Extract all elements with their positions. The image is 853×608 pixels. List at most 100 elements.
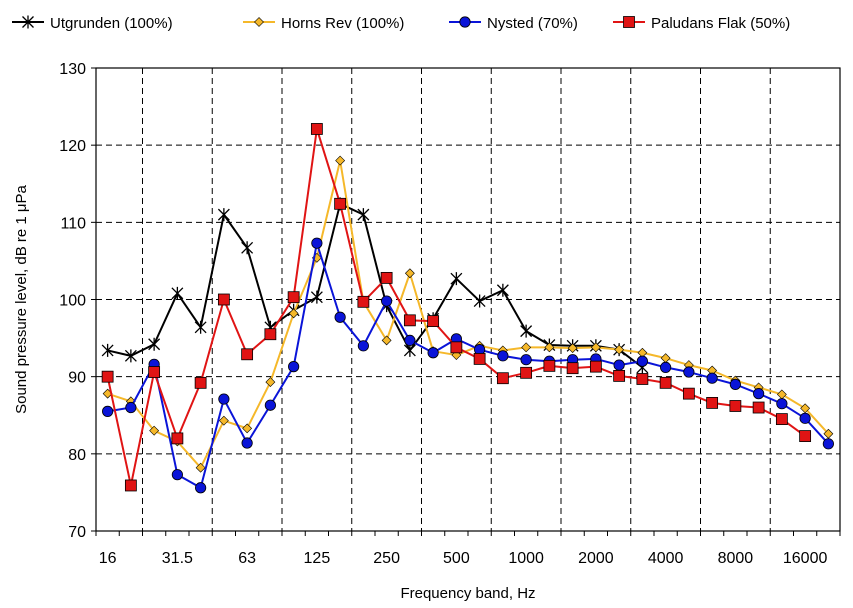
data-point [194, 376, 207, 389]
data-point [171, 469, 183, 481]
data-point [102, 405, 114, 417]
data-point [217, 293, 230, 306]
data-point [149, 425, 160, 436]
data-point [521, 342, 532, 353]
series-layer [101, 123, 834, 494]
y-tick-label: 120 [59, 138, 86, 155]
data-point [404, 334, 416, 346]
data-point [729, 400, 742, 412]
data-point [124, 479, 137, 492]
data-point [218, 415, 229, 426]
data-point [544, 342, 555, 353]
data-point [403, 343, 416, 357]
x-tick-label: 250 [373, 550, 400, 567]
data-point [776, 398, 788, 410]
data-point [241, 437, 253, 449]
data-point [799, 412, 811, 424]
data-point [660, 361, 672, 374]
data-point [265, 377, 276, 387]
data-point [194, 320, 207, 334]
data-point [357, 208, 370, 222]
data-point [334, 197, 347, 210]
data-point [799, 430, 812, 442]
y-axis-label: Sound pressure level, dB re 1 μPa [13, 184, 30, 413]
x-tick-label: 1000 [508, 550, 544, 567]
series-3 [102, 237, 834, 494]
legend-marker [459, 16, 471, 28]
data-point [403, 314, 416, 327]
data-point [101, 343, 114, 357]
x-tick-label: 16 [99, 550, 117, 567]
x-tick-label: 125 [304, 550, 331, 567]
y-tick-label: 100 [59, 293, 86, 310]
data-point [636, 373, 649, 385]
x-tick-label: 16000 [783, 550, 828, 567]
data-point [752, 401, 765, 414]
data-point [310, 290, 323, 304]
data-point [381, 335, 392, 346]
x-tick-label: 63 [238, 550, 256, 567]
legend-marker [623, 16, 635, 28]
data-point [427, 347, 439, 359]
x-axis: 16 31.5 63 125 250 500 1000 2000 4000 8000 16000 [95, 531, 841, 567]
legend-item: Utgrunden (100%) [12, 15, 173, 32]
data-point [148, 366, 161, 378]
data-point [241, 348, 254, 361]
data-point [264, 328, 277, 341]
data-point [218, 393, 230, 405]
data-point [171, 286, 184, 300]
data-point [614, 344, 625, 355]
data-point [195, 482, 207, 494]
legend: Utgrunden (100%) Horns Rev (100%) Nysted (… [12, 15, 790, 32]
data-point [287, 291, 300, 304]
legend-item: Paludans Flak (50%) [613, 15, 790, 32]
x-tick-label: 4000 [648, 550, 684, 567]
data-point [195, 462, 206, 473]
legend-marker [254, 17, 264, 27]
data-point [567, 343, 578, 354]
data-point [473, 353, 486, 365]
series-line [107, 159, 830, 469]
x-tick-label: 500 [443, 550, 470, 567]
data-point [543, 359, 556, 372]
y-tick-label: 80 [68, 447, 86, 464]
data-point [683, 366, 695, 378]
legend-marker [22, 15, 34, 29]
data-point [124, 349, 137, 363]
data-point [822, 438, 834, 450]
data-point [496, 283, 509, 297]
data-point [496, 372, 509, 385]
series-line [107, 242, 830, 489]
data-point [589, 360, 602, 373]
series-line [107, 202, 643, 369]
data-point [311, 237, 323, 249]
data-point [264, 399, 276, 411]
data-point [357, 295, 370, 308]
data-point [241, 241, 254, 255]
data-point [380, 271, 393, 284]
data-point [101, 370, 114, 383]
data-point [125, 401, 137, 414]
x-tick-label: 8000 [718, 550, 754, 567]
y-tick-label: 110 [60, 215, 86, 232]
data-point [590, 342, 601, 353]
data-point [497, 350, 509, 362]
series-4 [101, 123, 812, 492]
data-point [357, 340, 369, 352]
y-tick-label: 130 [59, 61, 86, 78]
data-point [729, 378, 741, 390]
data-point [776, 389, 787, 400]
data-point [381, 295, 393, 307]
data-point [706, 372, 718, 384]
y-tick-label: 90 [68, 370, 86, 387]
data-point [682, 387, 695, 400]
data-point [242, 423, 253, 434]
data-point [706, 397, 719, 409]
legend-label: Horns Rev (100%) [281, 15, 404, 32]
grid [96, 68, 840, 531]
legend-label: Nysted (70%) [487, 15, 578, 32]
legend-item: Horns Rev (100%) [243, 15, 404, 32]
data-point [288, 308, 299, 319]
x-tick-label: 31.5 [162, 550, 193, 567]
